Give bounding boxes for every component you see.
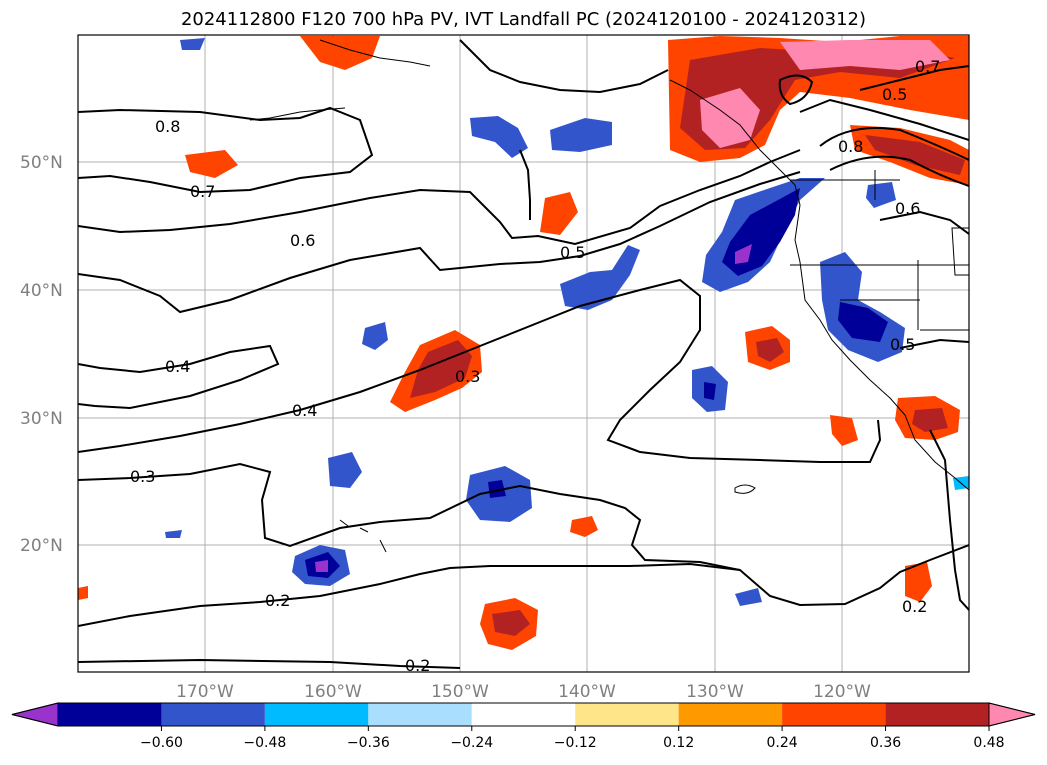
lat-tick-labels: 50°N 40°N 30°N 20°N xyxy=(20,153,63,556)
lon-tick-labels: 170°W 160°W 150°W 140°W 130°W 120°W xyxy=(176,682,871,702)
plot-frame xyxy=(77,34,970,673)
colorbar-tick-label: −0.24 xyxy=(450,735,493,751)
colorbar-tick-label: 0.24 xyxy=(767,735,798,751)
colorbar-tick-label: 0.48 xyxy=(973,735,1004,751)
lon-tick-label: 140°W xyxy=(558,682,616,702)
lon-tick-label: 170°W xyxy=(176,682,234,702)
map-plot-area: 0.8 0.7 0.6 0.5 0.4 0.4 0.3 0.3 0.2 0.2 … xyxy=(78,35,969,675)
contour-label: 0.2 xyxy=(902,597,927,616)
colorbar-frame xyxy=(11,702,1036,727)
colorbar-segment xyxy=(575,703,679,726)
contour-labels: 0.8 0.7 0.6 0.5 0.4 0.4 0.3 0.3 0.2 0.2 … xyxy=(130,57,940,675)
contour-label: 0.5 xyxy=(890,335,915,354)
contour-label: 0.7 xyxy=(190,182,215,201)
colorbar-segment xyxy=(264,703,369,726)
colorbar-segment xyxy=(678,703,783,726)
pv-contours xyxy=(78,39,969,669)
contour-label: 0.8 xyxy=(155,117,180,136)
positive-pc-regions xyxy=(78,36,969,650)
lat-tick-label: 50°N xyxy=(20,153,63,173)
colorbar-segment xyxy=(988,702,1036,727)
colorbar-tick-label: −0.60 xyxy=(140,735,183,751)
negative-pc-regions xyxy=(165,38,969,606)
colorbar-segment xyxy=(471,703,576,726)
contour-label: 0.3 xyxy=(455,367,480,386)
colorbar-tick-label: −0.48 xyxy=(243,735,286,751)
lon-tick-label: 160°W xyxy=(304,682,362,702)
contour-label: 0.6 xyxy=(290,231,315,250)
colorbar-segment xyxy=(782,703,886,726)
colorbar-tick-label: −0.36 xyxy=(347,735,390,751)
lon-tick-label: 130°W xyxy=(686,682,744,702)
contour-label: 0.5 xyxy=(560,243,585,262)
map-title: 2024112800 F120 700 hPa PV, IVT Landfall… xyxy=(180,9,867,30)
contour-label: 0.2 xyxy=(265,591,290,610)
contour-label: 0.8 xyxy=(838,137,863,156)
lat-tick-label: 30°N xyxy=(20,409,63,429)
lat-tick-label: 20°N xyxy=(20,536,63,556)
colorbar-segment xyxy=(58,703,162,726)
contour-label: 0.3 xyxy=(130,467,155,486)
contour-label: 0.4 xyxy=(165,357,190,376)
contour-label: 0.2 xyxy=(405,656,430,675)
colorbar-tick-label: −0.12 xyxy=(554,735,597,751)
colorbar-tick-label: 0.36 xyxy=(870,735,901,751)
colorbar-tick-label: 0.12 xyxy=(663,735,694,751)
lat-tick-label: 40°N xyxy=(20,281,63,301)
lon-tick-label: 120°W xyxy=(813,682,871,702)
colorbar: −0.60 −0.48 −0.36 −0.24 −0.12 0.12 0.24 0.36 0.4… xyxy=(11,702,1036,751)
lon-tick-label: 150°W xyxy=(431,682,489,702)
contour-label: 0.4 xyxy=(292,401,317,420)
contour-label: 0.6 xyxy=(895,199,920,218)
colorbar-segment xyxy=(11,702,59,727)
colorbar-segment xyxy=(368,703,472,726)
contour-label: 0.5 xyxy=(882,85,907,104)
colorbar-segment xyxy=(885,703,989,726)
contour-label: 0.7 xyxy=(915,57,940,76)
colorbar-segment xyxy=(161,703,265,726)
